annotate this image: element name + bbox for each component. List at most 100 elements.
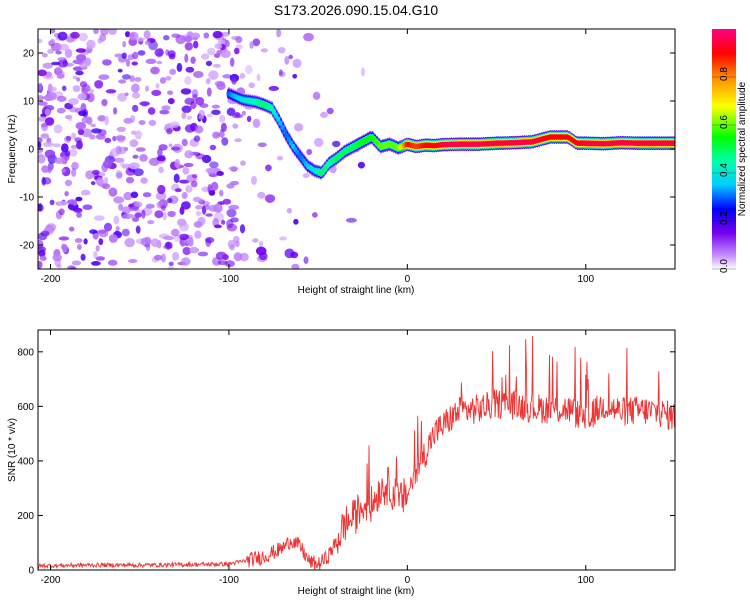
- spectrogram-noise-blob: [75, 196, 83, 202]
- spectrogram-noise-blob: [293, 123, 304, 132]
- spectrogram-noise-blob: [137, 50, 146, 56]
- spectrogram-noise-blob: [252, 38, 261, 47]
- spectrogram-noise-blob: [185, 66, 195, 73]
- spectrogram-noise-blob: [151, 89, 162, 96]
- spectrogram-noise-blob: [264, 194, 276, 203]
- spectrogram-noise-blob: [105, 89, 117, 94]
- spectrogram-noise-blob: [57, 200, 69, 206]
- spectrogram-noise-blob: [205, 213, 213, 217]
- spectrogram-noise-blob: [57, 31, 68, 41]
- spectrogram-noise-blob: [42, 141, 54, 147]
- spectrogram-noise-blob: [265, 164, 272, 172]
- spectrogram-noise-blob: [249, 41, 254, 49]
- spectrogram-noise-blob: [180, 88, 192, 95]
- spectrogram-noise-blob: [189, 246, 200, 254]
- spectrogram-noise-blob: [44, 149, 56, 159]
- spectrogram-noise-blob: [97, 115, 106, 122]
- spectrogram-noise-blob: [80, 253, 86, 261]
- spectrogram-noise-blob: [116, 126, 126, 132]
- spectrogram-noise-blob: [205, 237, 215, 244]
- spectrogram-noise-blob: [193, 135, 201, 142]
- spectrogram-noise-blob: [123, 117, 133, 124]
- spectrogram-noise-blob: [54, 157, 66, 164]
- spectrogram-noise-blob: [206, 113, 213, 118]
- spectrogram-noise-blob: [231, 78, 237, 85]
- spectrogram-noise-blob: [82, 87, 89, 95]
- spectrogram-noise-blob: [121, 74, 131, 80]
- spectrogram-y-tick-label: 20: [23, 49, 35, 60]
- spectrogram-noise-blob: [107, 259, 118, 266]
- spectrogram-noise-blob: [74, 238, 83, 243]
- spectrogram-noise-blob: [129, 139, 139, 148]
- spectrogram-noise-blob: [139, 154, 148, 162]
- spectrogram-noise-blob: [181, 191, 188, 200]
- spectrogram-x-tick-label: 0: [405, 274, 411, 285]
- spectrogram-noise-blob: [117, 68, 123, 73]
- spectrogram-noise-blob: [205, 167, 216, 173]
- snr-x-tick-label: -100: [219, 575, 239, 586]
- spectrogram-noise-blob: [64, 179, 73, 187]
- spectrogram-noise-blob: [208, 70, 219, 80]
- spectrogram-noise-blob: [80, 189, 91, 196]
- spectrogram-noise-blob: [228, 204, 240, 210]
- spectrogram-noise-blob: [56, 107, 66, 114]
- spectrogram-noise-blob: [38, 101, 48, 106]
- spectrogram-noise-blob: [139, 101, 150, 106]
- spectrogram-noise-blob: [125, 58, 131, 67]
- snr-y-label: SNR (10 * v/v): [7, 418, 18, 482]
- spectrogram-noise-blob: [83, 238, 88, 245]
- spectrogram-noise-blob: [67, 199, 78, 205]
- spectrogram-noise-blob: [67, 265, 76, 269]
- spectrogram-noise-blob: [211, 104, 220, 109]
- spectrogram-noise-blob: [279, 236, 287, 241]
- spectrogram-noise-blob: [136, 37, 145, 42]
- spectrogram-noise-blob: [179, 206, 185, 215]
- spectrogram-noise-blob: [191, 174, 198, 179]
- spectrogram-noise-blob: [184, 35, 193, 43]
- spectrogram-noise-blob: [97, 229, 107, 234]
- spectrogram-noise-blob: [345, 217, 357, 223]
- spectrogram-noise-blob: [53, 124, 63, 134]
- spectrogram-y-label: Frequency (Hz): [7, 115, 18, 184]
- spectrogram-ridge-cell: [672, 140, 675, 147]
- spectrogram-noise-blob: [161, 105, 171, 111]
- spectrogram-noise-blob: [132, 51, 139, 60]
- spectrogram-noise-blob: [212, 63, 221, 68]
- spectrogram-noise-blob: [190, 56, 196, 64]
- snr-y-tick-label: 400: [17, 456, 34, 467]
- spectrogram-noise-blob: [98, 238, 104, 246]
- spectrogram-noise-blob: [125, 31, 131, 38]
- spectrogram-noise-blob: [129, 75, 135, 83]
- spectrogram-noise-blob: [38, 203, 43, 212]
- spectrogram-noise-blob: [131, 216, 140, 222]
- spectrogram-noise-blob: [117, 92, 128, 102]
- spectrogram-noise-blob: [153, 254, 163, 261]
- spectrogram-noise-blob: [184, 97, 195, 105]
- spectrogram-noise-blob: [219, 189, 224, 197]
- spectrogram-noise-blob: [216, 82, 226, 91]
- spectrogram-noise-blob: [212, 30, 223, 39]
- spectrogram-noise-blob: [232, 113, 243, 119]
- snr-y-tick-label: 0: [28, 566, 34, 577]
- spectrogram-noise-blob: [246, 115, 252, 123]
- spectrogram-noise-blob: [134, 130, 142, 140]
- spectrogram-noise-blob: [174, 159, 181, 169]
- spectrogram-noise-blob: [128, 162, 140, 170]
- spectrogram-noise-blob: [150, 238, 160, 248]
- spectrogram-noise-blob: [158, 144, 168, 151]
- spectrogram-noise-blob: [45, 117, 55, 126]
- spectrogram-noise-blob: [129, 206, 139, 212]
- spectrogram-noise-blob: [123, 191, 133, 201]
- spectrogram-noise-blob: [85, 170, 94, 180]
- spectrogram-noise-blob: [76, 77, 81, 82]
- spectrogram-noise-blob: [248, 82, 255, 89]
- spectrogram-noise-blob: [38, 137, 43, 143]
- spectrogram-noise-blob: [55, 50, 62, 55]
- spectrogram-noise-blob: [92, 233, 99, 240]
- spectrogram-noise-blob: [167, 210, 176, 218]
- spectrogram-noise-blob: [61, 243, 66, 250]
- spectrogram-noise-blob: [160, 205, 166, 211]
- spectrogram-noise-blob: [82, 204, 93, 210]
